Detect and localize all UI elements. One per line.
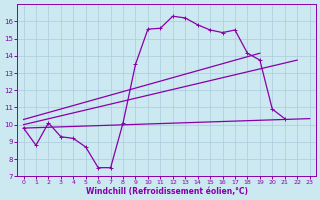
X-axis label: Windchill (Refroidissement éolien,°C): Windchill (Refroidissement éolien,°C) (85, 187, 248, 196)
